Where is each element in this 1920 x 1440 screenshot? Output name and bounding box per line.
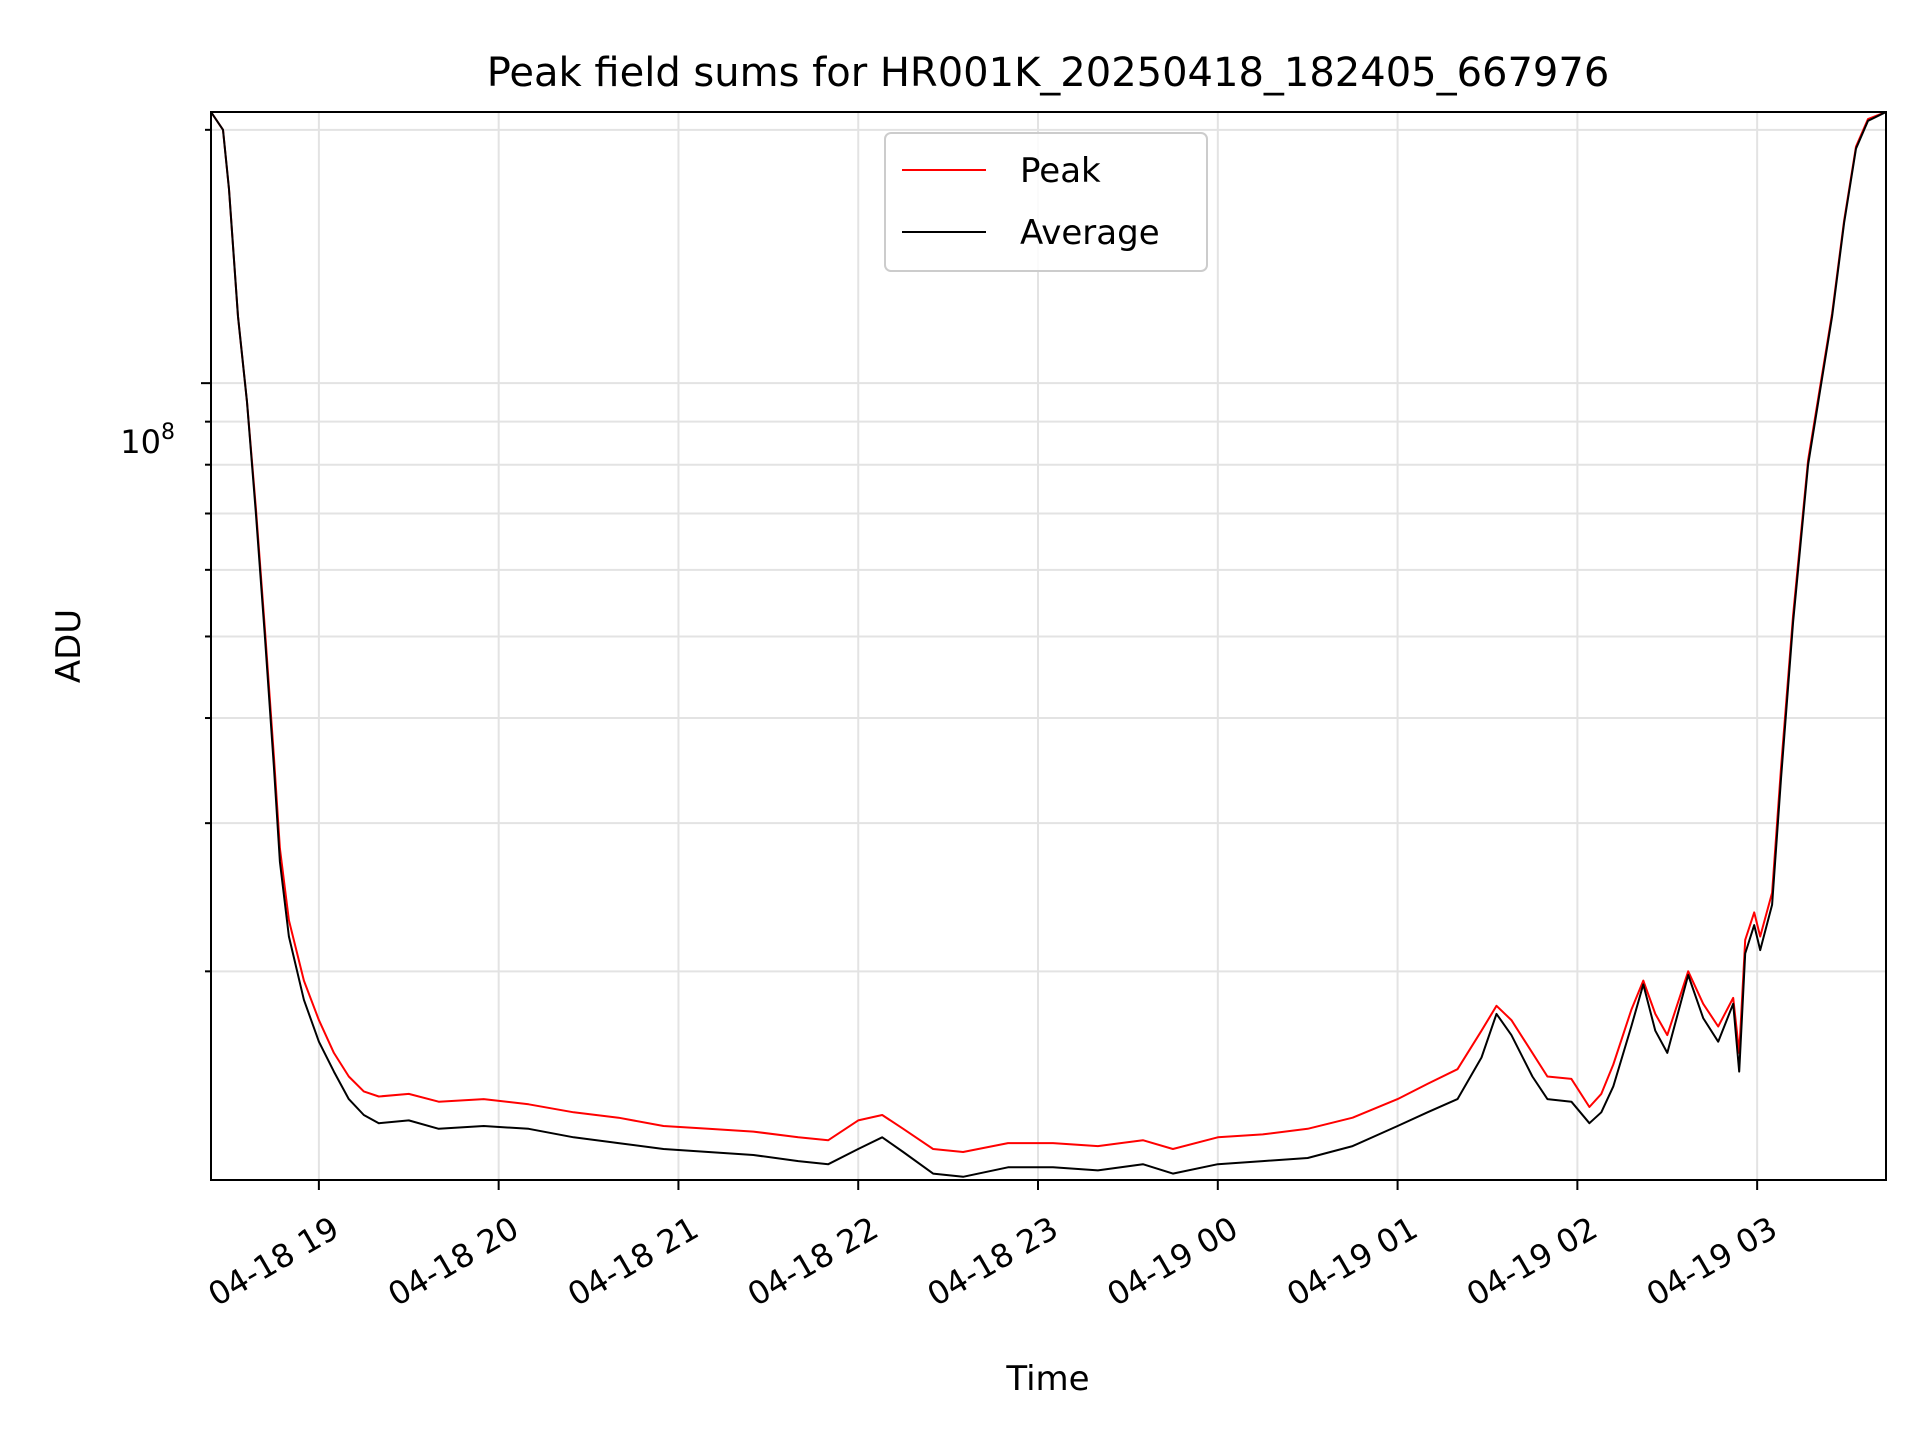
y-tick-label-exponent: 8 xyxy=(161,420,175,445)
y-tick-label-1e8: 108 xyxy=(120,420,175,461)
series-lines xyxy=(211,112,1886,1178)
y-tick-labels: 108 xyxy=(120,420,175,461)
chart-title: Peak field sums for HR001K_20250418_1824… xyxy=(487,50,1610,96)
axis-ticks xyxy=(201,128,1759,1190)
y-axis-label: ADU xyxy=(49,609,89,683)
x-axis-label: Time xyxy=(1005,1359,1089,1399)
plot-frame xyxy=(210,111,1887,1181)
legend-label-average: Average xyxy=(1020,213,1160,253)
legend-label-peak: Peak xyxy=(1020,151,1101,191)
series-line-average xyxy=(211,112,1886,1178)
y-tick-label-base: 10 xyxy=(120,423,161,461)
legend: Peak Average xyxy=(884,132,1208,272)
legend-box xyxy=(884,132,1208,272)
grid-lines xyxy=(211,112,1886,1180)
